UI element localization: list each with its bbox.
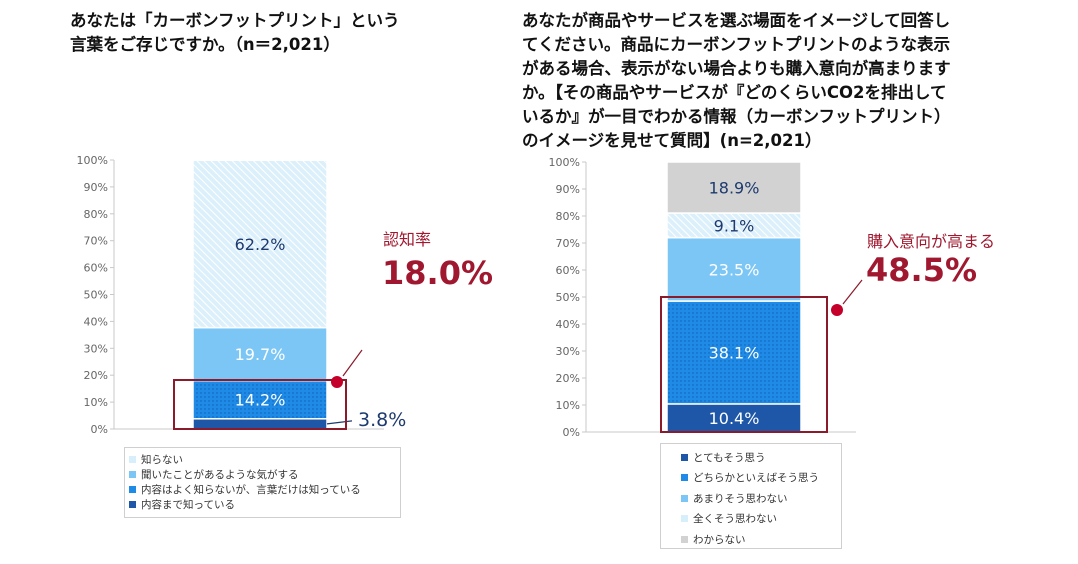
y-tick-label: 60% <box>556 264 580 277</box>
y-tick-label: 70% <box>84 235 108 248</box>
y-tick-label: 60% <box>84 262 108 275</box>
callout-line <box>842 279 863 305</box>
bar-segment <box>666 236 802 302</box>
legend-swatch <box>681 515 688 523</box>
y-tick-label: 20% <box>84 369 108 382</box>
right-title-line: がある場合、表示がない場合よりも購入意向が高まります <box>522 59 951 78</box>
legend-item: 知らない <box>129 452 400 467</box>
legend-swatch <box>129 486 136 493</box>
y-tick-label: 70% <box>556 237 580 250</box>
y-tick-label: 20% <box>556 372 580 385</box>
data-label: 14.2% <box>235 391 286 410</box>
data-label: 23.5% <box>709 260 760 279</box>
y-tick-label: 90% <box>84 181 108 194</box>
data-label: 38.1% <box>709 343 760 362</box>
awareness-chart: 0% 10% 20% 30% 40% 50% 60% 70% 80% 90% 100% 3.8% 14.… <box>77 154 493 436</box>
data-label: 9.1% <box>714 216 755 235</box>
data-label: 19.7% <box>235 345 286 364</box>
legend-label: 知らない <box>141 454 183 466</box>
bar-segment <box>666 212 802 239</box>
legend-label: 内容まで知っている <box>141 499 235 511</box>
y-tick-label: 30% <box>556 345 580 358</box>
legend-swatch <box>681 453 688 461</box>
legend-swatch <box>129 501 136 508</box>
highlight-box <box>660 296 828 433</box>
legend-swatch <box>681 474 688 482</box>
data-label-leader <box>326 420 353 425</box>
legend-label: どちらかといえばそう思う <box>693 472 819 485</box>
annotation-value: 48.5% <box>866 251 977 289</box>
legend-item: わからない <box>681 529 841 550</box>
annotation-label: 認知率 <box>383 230 431 249</box>
annotation-label: 購入意向が高まる <box>867 232 995 251</box>
left-question-title: あなたは「カーボンフットプリント」という 言葉をご存じですか。（n＝2,021） <box>70 9 400 57</box>
purchase-intent-chart: 0% 10% 20% 30% 40% 50% 60% 70% 80% 90% 100% 10.4% 38… <box>549 156 995 439</box>
right-title-line: か。【その商品やサービスが『どのくらいCO2を排出して <box>522 83 947 102</box>
legend-label: わからない <box>693 533 746 546</box>
callout-line <box>342 349 363 377</box>
bar-segment <box>666 161 802 214</box>
legend-swatch <box>681 494 688 502</box>
legend-item: 全くそう思わない <box>681 509 841 530</box>
bar-segment <box>192 326 328 382</box>
bar-segment <box>192 159 328 329</box>
legend-item: 内容はよく知らないが、言葉だけは知っている <box>129 482 400 497</box>
right-title-line: いるか』が一目でわかる情報（カーボンフットプリント） <box>522 107 951 126</box>
awareness-legend: 知らない聞いたことがあるような気がする内容はよく知らないが、言葉だけは知っている… <box>124 447 401 518</box>
y-tick-label: 30% <box>84 342 108 355</box>
data-label: 3.8% <box>358 409 406 431</box>
legend-item: 内容まで知っている <box>129 497 400 512</box>
right-question-title: あなたが商品やサービスを選ぶ場面をイメージして回答し てください。商品にカーボン… <box>522 9 951 153</box>
legend-label: 全くそう思わない <box>693 513 777 526</box>
legend-swatch <box>129 456 136 463</box>
y-tick-label: 0% <box>563 426 580 439</box>
legend-item: 聞いたことがあるような気がする <box>129 467 400 482</box>
left-title-line: 言葉をご存じですか。（n＝2,021） <box>70 35 340 54</box>
legend-swatch <box>681 535 688 543</box>
right-title-line: あなたが商品やサービスを選ぶ場面をイメージして回答し <box>522 11 951 30</box>
y-tick-label: 40% <box>556 318 580 331</box>
data-label: 62.2% <box>235 235 286 254</box>
callout-dot <box>331 376 343 388</box>
purchase-intent-legend: とてもそう思うどちらかといえばそう思う あまりそう思わない 全くそう思わない わからな… <box>660 443 842 549</box>
y-tick-label: 10% <box>556 399 580 412</box>
legend-label: あまりそう思わない <box>693 492 788 505</box>
callout-dot <box>831 304 843 316</box>
right-title-line: てください。商品にカーボンフットプリントのような表示 <box>522 35 951 54</box>
left-title-line: あなたは「カーボンフットプリント」という <box>70 11 400 30</box>
right-title-line: のイメージを見せて質問】(n=2,021） <box>522 131 822 150</box>
legend-item: どちらかといえばそう思う <box>681 468 841 489</box>
data-label: 18.9% <box>709 179 760 198</box>
bar-segment <box>666 300 802 405</box>
legend-label: 聞いたことがあるような気がする <box>141 469 299 481</box>
legend-label: とてもそう思う <box>693 451 766 464</box>
y-tick-label: 50% <box>84 289 108 302</box>
y-tick-label: 100% <box>77 154 108 167</box>
y-tick-label: 0% <box>91 423 108 436</box>
bar-segment <box>192 418 328 430</box>
y-tick-label: 10% <box>84 396 108 409</box>
annotation-value: 18.0% <box>382 254 493 292</box>
bar-segment <box>192 379 328 420</box>
legend-label: 内容はよく知らないが、言葉だけは知っている <box>141 484 361 496</box>
y-tick-label: 50% <box>556 291 580 304</box>
y-tick-label: 80% <box>84 208 108 221</box>
y-tick-label: 100% <box>549 156 580 169</box>
legend-item: とてもそう思う <box>681 447 841 468</box>
legend-item: あまりそう思わない <box>681 488 841 509</box>
legend-swatch <box>129 471 136 478</box>
highlight-box <box>173 379 347 430</box>
y-tick-label: 90% <box>556 183 580 196</box>
y-tick-label: 40% <box>84 315 108 328</box>
data-label: 10.4% <box>709 409 760 428</box>
y-tick-label: 80% <box>556 210 580 223</box>
